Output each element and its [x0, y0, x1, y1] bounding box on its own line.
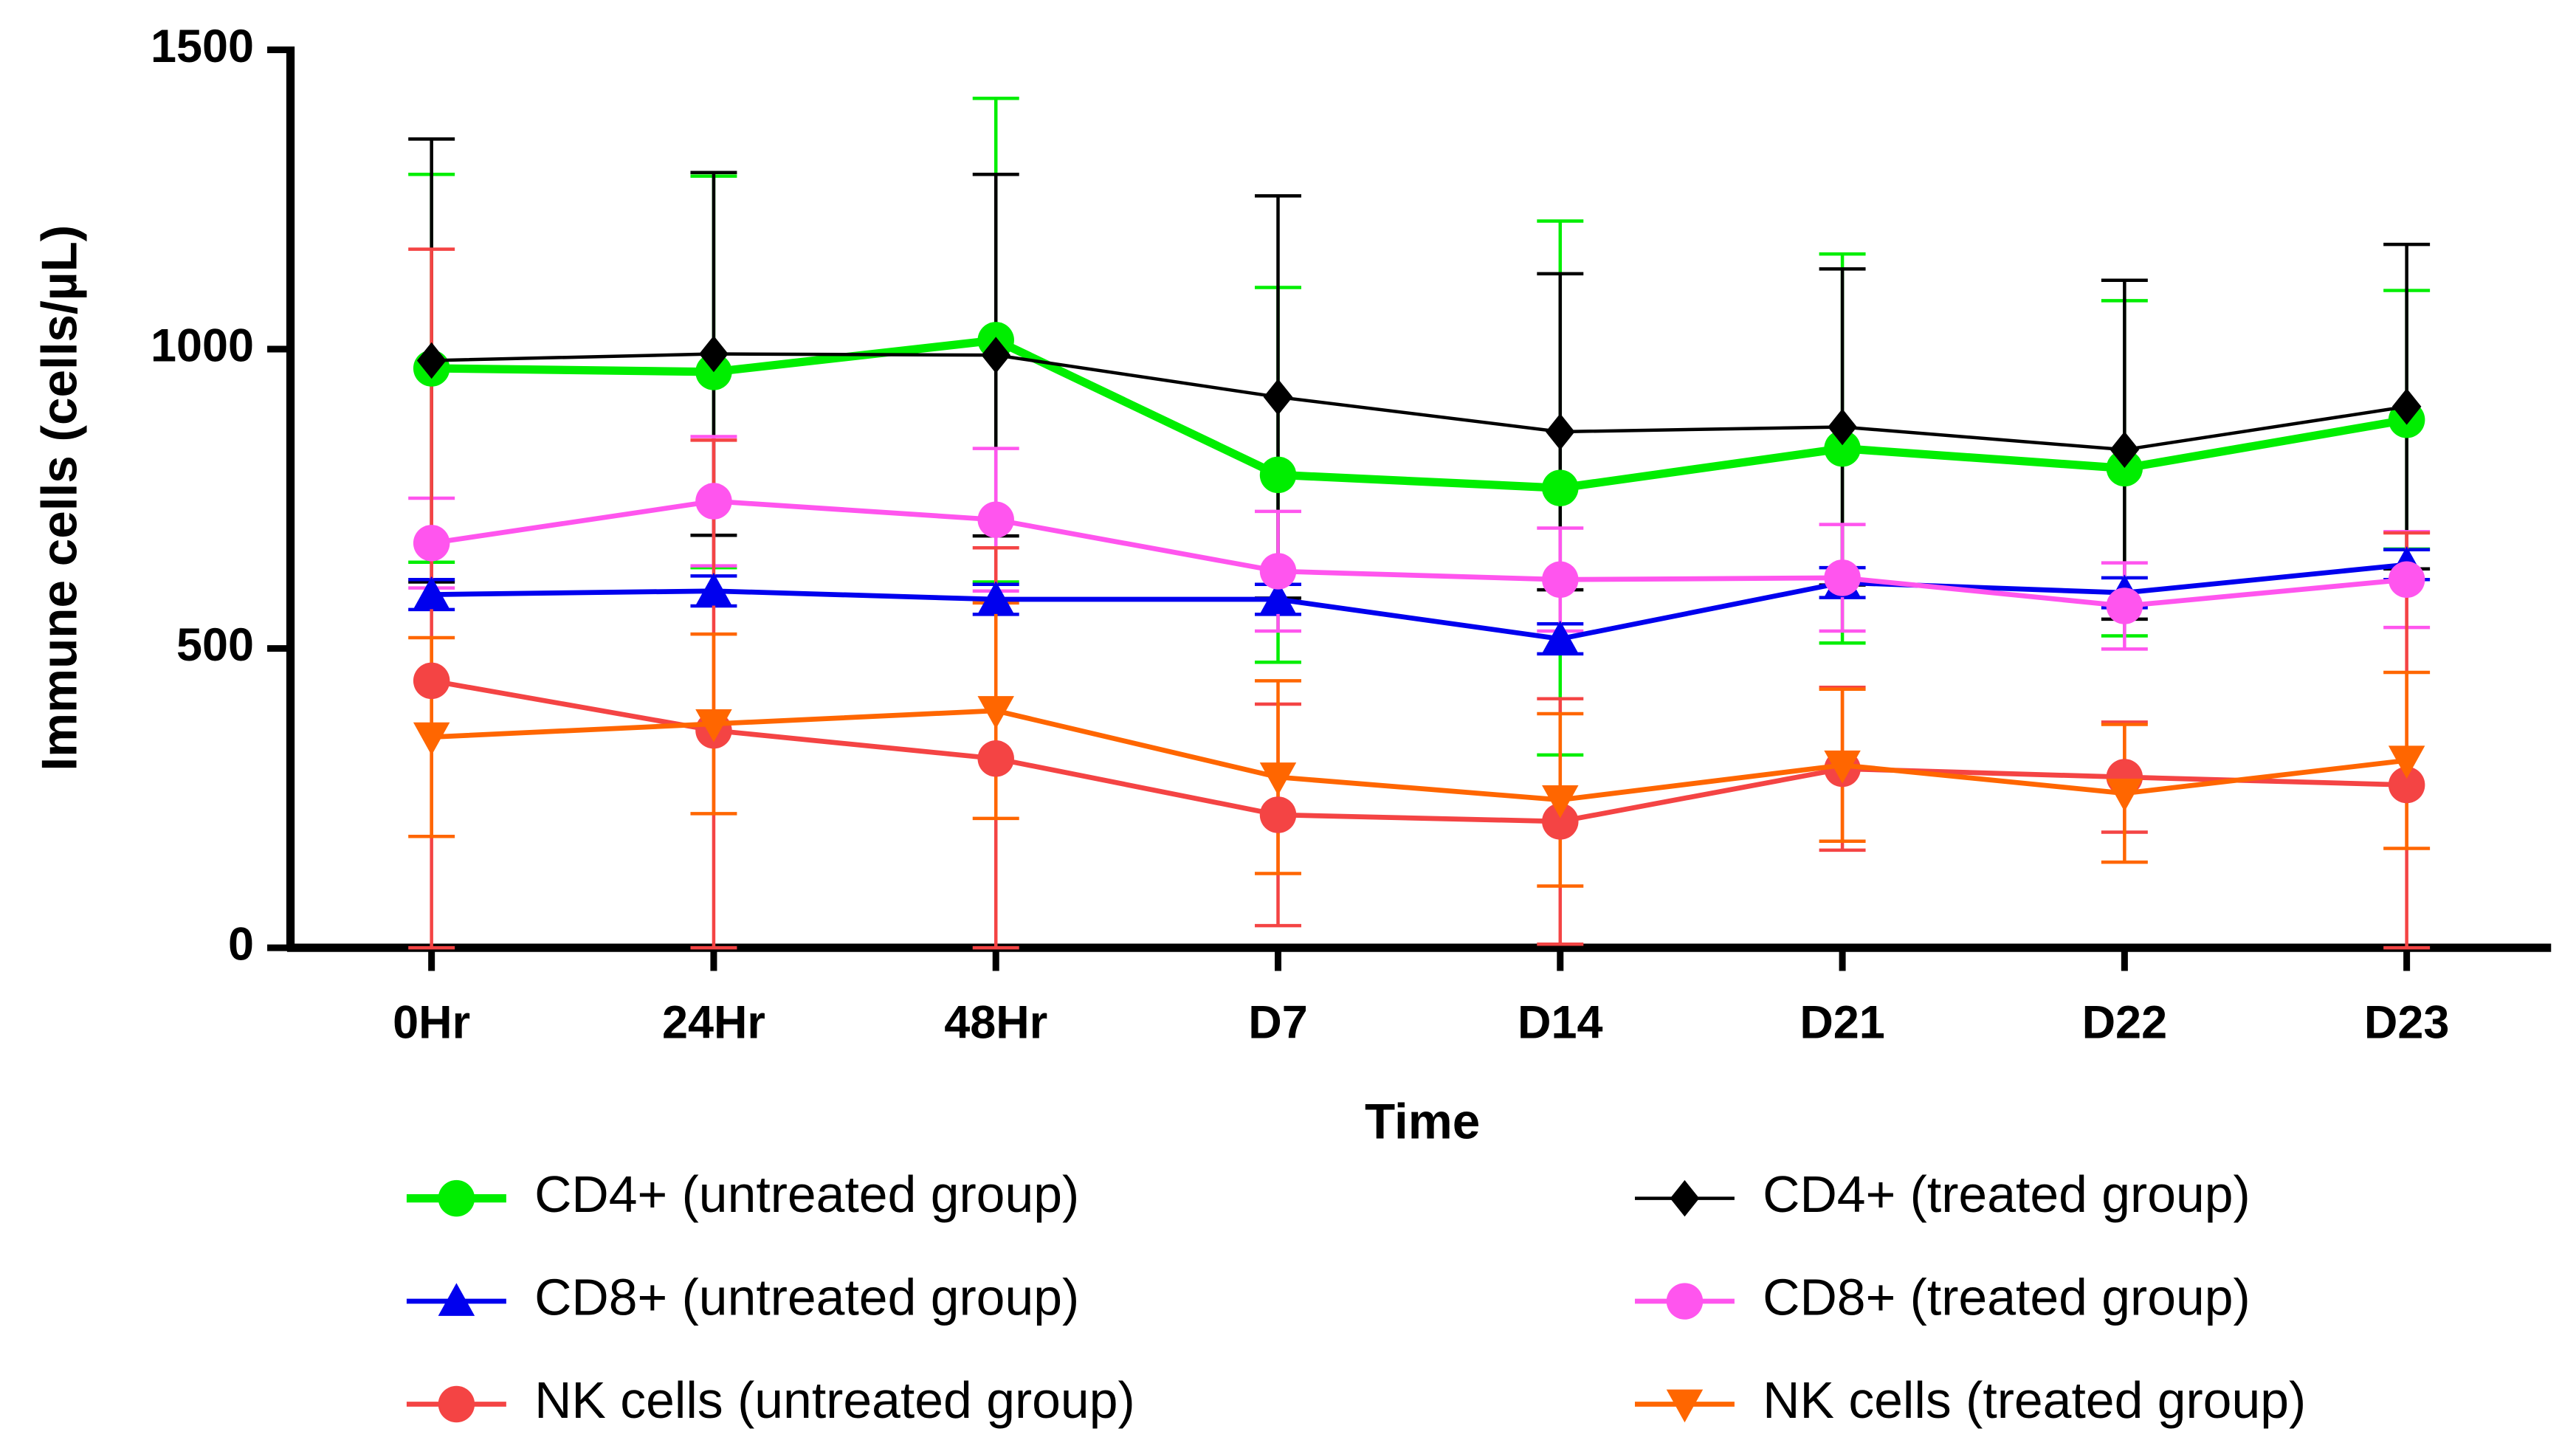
data-point	[1259, 796, 1297, 833]
data-point	[1259, 456, 1297, 494]
data-point	[1824, 750, 1861, 784]
data-point	[2388, 745, 2425, 779]
x-tick-label: D21	[1800, 996, 1885, 1048]
series-line	[431, 336, 2408, 492]
data-point	[1259, 762, 1297, 796]
data-point	[1542, 620, 1579, 654]
x-tick-label: 0Hr	[393, 996, 470, 1048]
y-tick-label: 0	[228, 919, 254, 971]
data-point	[977, 740, 1014, 777]
x-tick-label: 48Hr	[944, 996, 1047, 1048]
y-tick-label: 1000	[151, 320, 254, 372]
data-point	[981, 337, 1011, 373]
x-tick-label: D7	[1248, 996, 1307, 1048]
y-axis-label: Immune cells (cells/µL)	[32, 225, 87, 771]
data-point	[2106, 588, 2143, 624]
data-point	[1542, 561, 1579, 599]
data-point	[2391, 388, 2422, 425]
x-tick-label: D14	[1518, 996, 1603, 1048]
data-point	[413, 722, 450, 756]
data-point	[416, 342, 447, 379]
data-point	[1824, 559, 1861, 596]
x-tick-label: D22	[2082, 996, 2168, 1048]
data-point	[977, 696, 1014, 729]
series-line	[431, 352, 2407, 452]
legend-marker	[438, 1283, 475, 1316]
data-point	[695, 709, 732, 742]
series-line	[431, 708, 2408, 803]
series-line	[431, 562, 2407, 642]
data-point	[977, 581, 1014, 614]
data-point	[695, 572, 732, 606]
x-axis-label: Time	[1365, 1095, 1480, 1150]
data-point	[977, 501, 1014, 538]
data-point	[1542, 785, 1579, 819]
data-point	[1542, 803, 1579, 840]
legend-label: NK cells (treated group)	[1763, 1371, 2306, 1429]
data-point	[1824, 430, 1861, 467]
legend-label: CD4+ (untreated group)	[534, 1165, 1079, 1223]
data-point	[413, 525, 450, 562]
data-point	[1259, 581, 1297, 614]
legend-marker	[438, 1179, 475, 1217]
legend-label: CD8+ (treated group)	[1763, 1268, 2250, 1326]
data-point	[413, 662, 450, 700]
legend-marker	[438, 1385, 475, 1423]
data-point	[695, 483, 732, 520]
legend-marker	[1670, 1179, 1700, 1217]
data-point	[2388, 561, 2425, 599]
data-point	[2106, 449, 2143, 487]
legend-marker	[1666, 1389, 1704, 1423]
data-point	[1546, 413, 1575, 450]
data-point	[1828, 408, 1857, 446]
y-tick-label: 500	[176, 619, 254, 671]
legend-marker	[1666, 1283, 1704, 1320]
y-tick-label: 1500	[151, 21, 254, 72]
data-point	[2388, 766, 2425, 804]
data-point	[1259, 553, 1297, 590]
x-tick-label: 24Hr	[662, 996, 765, 1048]
legend-label: CD4+ (treated group)	[1763, 1165, 2250, 1223]
data-point	[2106, 779, 2143, 812]
x-tick-label: D23	[2364, 996, 2450, 1048]
data-point	[413, 576, 450, 610]
series-line	[431, 498, 2407, 609]
series-line	[431, 678, 2407, 824]
data-point	[1542, 469, 1579, 506]
data-point	[1263, 379, 1293, 416]
legend-label: CD8+ (untreated group)	[534, 1268, 1079, 1326]
legend-label: NK cells (untreated group)	[534, 1371, 1135, 1429]
